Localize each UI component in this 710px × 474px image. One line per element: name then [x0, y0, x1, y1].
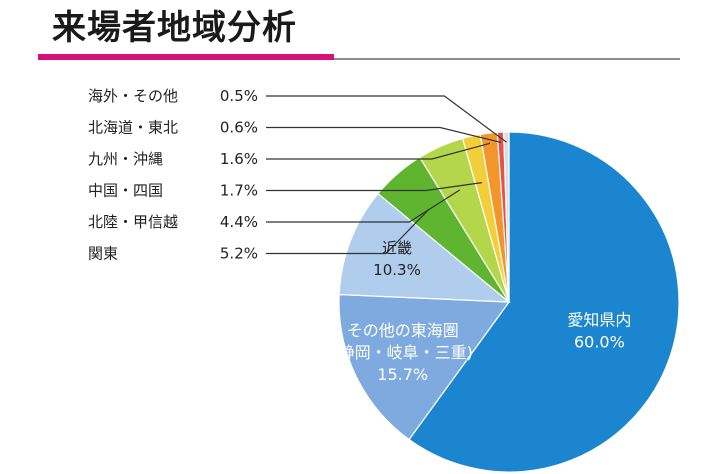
pie-slice-2 — [338, 192, 511, 303]
page-title: 来場者地域分析 — [52, 8, 297, 48]
slice-label-0-1: 60.0% — [574, 332, 625, 351]
outside-label--: 海外・その他 — [88, 87, 178, 105]
pie-slices — [338, 131, 680, 473]
slice-label-0-0: 愛知県内 — [567, 310, 631, 329]
slice-label-1-2: 15.7% — [377, 365, 428, 384]
outside-label--: 関東 — [88, 245, 118, 263]
outside-value--: 0.6% — [220, 119, 258, 137]
outside-value--: 0.5% — [220, 87, 258, 105]
title-underline-accent — [38, 54, 334, 60]
slice-label-1-0: その他の東海圏 — [347, 321, 459, 340]
leader-line-- — [266, 209, 430, 255]
outside-label--: 北海道・東北 — [88, 119, 178, 137]
slice-label-1-1: (静岡・岐阜・三重) — [332, 343, 473, 362]
outside-label--: 北陸・甲信越 — [88, 213, 178, 231]
slice-label-2-1: 10.3% — [373, 261, 421, 279]
outside-value--: 1.7% — [220, 182, 258, 200]
outside-value--: 1.6% — [220, 150, 258, 168]
outside-value--: 4.4% — [220, 213, 258, 231]
slice-label-2-0: 近畿 — [382, 239, 412, 257]
pie-slice-0 — [408, 131, 680, 473]
pie-slice-8 — [503, 131, 510, 303]
leader-line-- — [266, 189, 461, 223]
outside-value--: 5.2% — [220, 245, 258, 263]
leader-line-- — [266, 142, 491, 160]
pie-slice-1 — [338, 293, 511, 441]
leader-line-- — [266, 95, 507, 143]
outside-label--: 中国・四国 — [88, 182, 163, 200]
title-underline — [334, 58, 680, 60]
leader-line-- — [266, 126, 502, 143]
leader-line-- — [266, 182, 482, 192]
leader-lines — [266, 95, 507, 255]
pie-labels: 愛知県内 60.0% その他の東海圏 (静岡・岐阜・三重) 15.7% 近畿 10.3% 海外… — [88, 87, 631, 384]
outside-label--: 九州・沖縄 — [88, 150, 163, 168]
